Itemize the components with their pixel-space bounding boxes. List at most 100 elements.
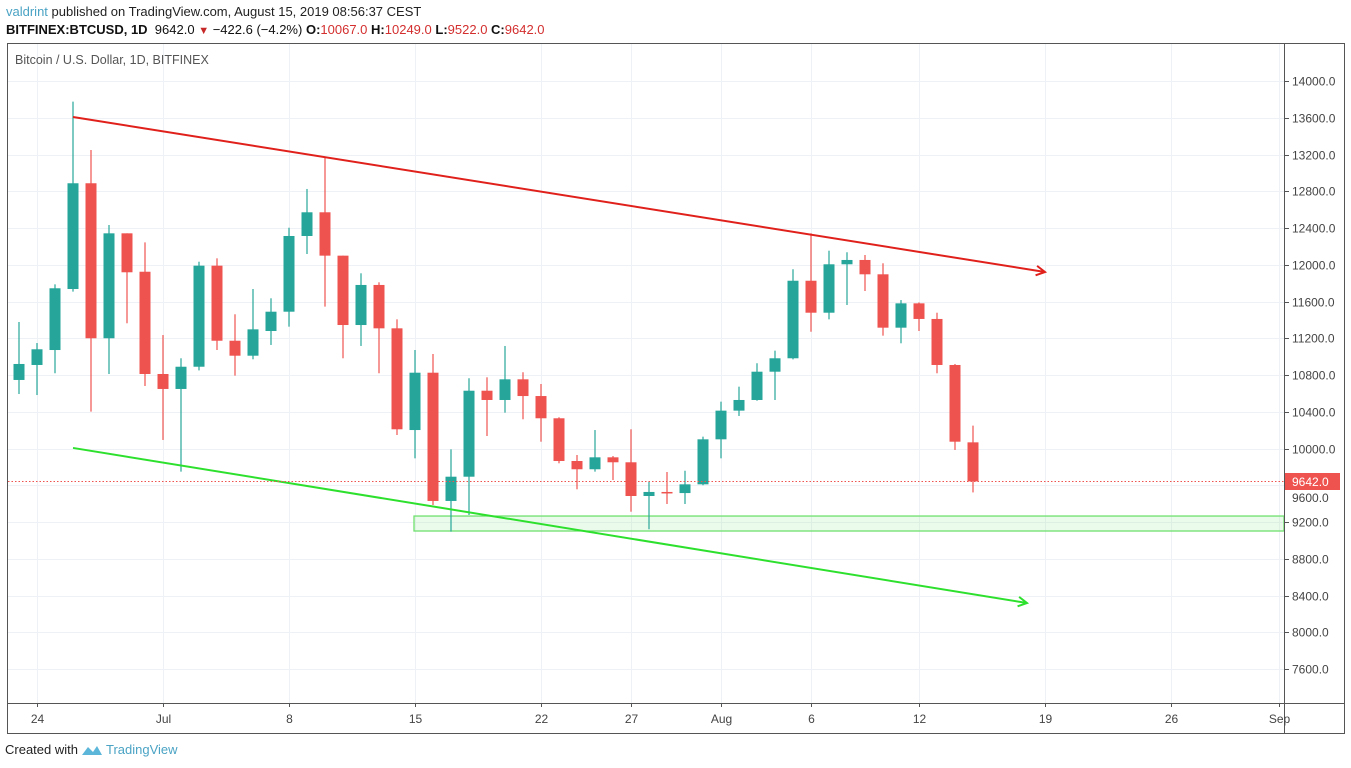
candle: [85, 149, 97, 412]
footer: Created with TradingView: [5, 742, 178, 757]
author-link[interactable]: valdrint: [6, 4, 48, 19]
candle: [265, 298, 277, 345]
y-tick-label: 12400.0: [1292, 222, 1336, 236]
candle-body: [175, 366, 187, 389]
x-tick-label: 12: [913, 712, 927, 726]
y-tick-label: 7600.0: [1292, 663, 1329, 677]
candle: [157, 335, 169, 440]
candle-body: [895, 303, 907, 328]
candle-body: [553, 418, 565, 461]
last-price: 9642.0: [154, 22, 195, 37]
candle: [463, 378, 475, 516]
candle-body: [787, 280, 799, 359]
gridlines: [8, 44, 1284, 703]
candle-body: [265, 311, 277, 331]
candle: [571, 455, 583, 490]
candle: [319, 156, 331, 307]
candle: [427, 353, 439, 506]
candle-body: [121, 233, 133, 273]
candle: [13, 321, 25, 395]
last-price-label: 9642.0: [1292, 475, 1329, 489]
candle: [607, 456, 619, 481]
candle: [337, 255, 349, 359]
candle: [769, 350, 781, 400]
support-zone: [413, 515, 1285, 532]
candle: [949, 363, 961, 450]
candle: [175, 358, 187, 472]
candle: [535, 384, 547, 442]
tradingview-link[interactable]: TradingView: [105, 742, 178, 757]
candle-body: [31, 349, 43, 365]
candle-body: [949, 364, 961, 442]
last-price-badge: [1285, 473, 1340, 490]
candle: [391, 319, 403, 435]
y-tick-label: 10800.0: [1292, 369, 1336, 383]
high-label: H:: [371, 22, 385, 37]
candle-body: [589, 457, 601, 470]
x-tick-label: 22: [535, 712, 549, 726]
candle-body: [931, 318, 943, 365]
candle-body: [697, 439, 709, 485]
x-tick-label: 6: [808, 712, 815, 726]
candle-body: [247, 329, 259, 356]
x-tick-label: Sep: [1269, 712, 1291, 726]
candle-body: [535, 396, 547, 419]
candle-body: [211, 265, 223, 341]
y-tick-label: 10400.0: [1292, 406, 1336, 420]
resistance-trendline[interactable]: [72, 116, 1046, 273]
candle: [805, 233, 817, 332]
low-label: L:: [435, 22, 448, 37]
x-tick-label: 19: [1039, 712, 1053, 726]
candle: [697, 436, 709, 486]
candle: [31, 343, 43, 396]
close-value: 9642.0: [504, 22, 545, 37]
chart-border: [7, 43, 1345, 734]
candle-body: [769, 358, 781, 372]
candle-body: [913, 303, 925, 319]
y-tick-label: 10000.0: [1292, 443, 1336, 457]
candle-body: [139, 271, 151, 374]
candle: [841, 252, 853, 305]
support-trendline[interactable]: [72, 446, 1028, 605]
published-text: published on TradingView.com, August 15,…: [47, 4, 422, 19]
candle: [67, 101, 79, 292]
candle: [733, 386, 745, 416]
x-tick-label: 15: [409, 712, 423, 726]
y-tick-label: 11200.0: [1292, 332, 1335, 346]
open-value: 10067.0: [320, 22, 368, 37]
candle: [373, 282, 385, 374]
x-tick-label: Jul: [156, 712, 171, 726]
candle-body: [571, 460, 583, 470]
candle-body: [283, 235, 295, 312]
candle: [283, 227, 295, 327]
candle: [229, 314, 241, 376]
candle: [355, 273, 367, 346]
candle: [517, 372, 529, 420]
resistance-trendline-arrowhead: [1035, 265, 1048, 277]
y-tick-label: 9600.0: [1292, 491, 1329, 505]
support-trendline-arrowhead: [1017, 596, 1030, 608]
candle-body: [715, 410, 727, 440]
y-tick-label: 8000.0: [1292, 626, 1329, 640]
price-change: −422.6 (−4.2%): [212, 22, 303, 37]
candle: [913, 302, 925, 331]
last-price-marker: 9642.0: [8, 473, 1340, 490]
candle: [643, 481, 655, 530]
candle-body: [661, 491, 673, 494]
y-tick-label: 13600.0: [1292, 112, 1336, 126]
candle-body: [355, 284, 367, 326]
y-tick-label: 12800.0: [1292, 185, 1336, 199]
candle: [103, 224, 115, 374]
candle-body: [193, 265, 205, 367]
candle-body: [337, 255, 349, 326]
candle: [445, 449, 457, 532]
support-zone-rect[interactable]: [413, 515, 1285, 532]
candle-body: [499, 379, 511, 400]
open-label: O:: [305, 22, 321, 37]
candle-body: [445, 476, 457, 501]
candle-body: [643, 491, 655, 496]
candle-body: [625, 462, 637, 496]
y-tick-label: 9200.0: [1292, 516, 1329, 530]
y-tick-label: 14000.0: [1292, 75, 1336, 89]
